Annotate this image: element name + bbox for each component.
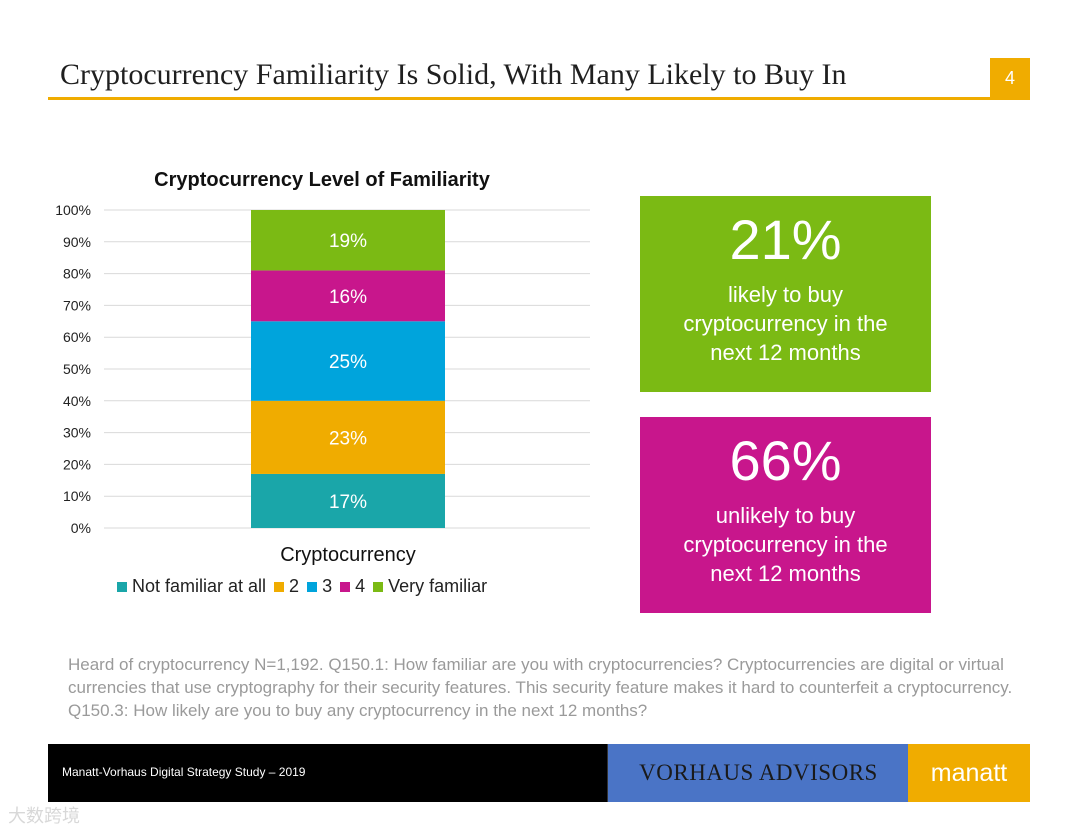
bar-segment bbox=[251, 400, 445, 474]
y-tick-label: 60% bbox=[63, 329, 91, 345]
y-tick-label: 90% bbox=[63, 234, 91, 250]
watermark: 大数跨境 bbox=[8, 806, 80, 826]
bar-segment bbox=[251, 210, 445, 271]
y-tick-label: 0% bbox=[71, 520, 91, 536]
data-label: 19% bbox=[329, 231, 367, 252]
y-tick-label: 70% bbox=[63, 297, 91, 313]
y-tick-label: 20% bbox=[63, 456, 91, 472]
footnote: Heard of cryptocurrency N=1,192. Q150.1:… bbox=[68, 655, 1013, 720]
bar-segment bbox=[251, 473, 445, 528]
kpi-unlikely-text: unlikely to buy cryptocurrency in the ne… bbox=[683, 503, 888, 586]
bar-segment bbox=[251, 321, 445, 401]
title-underline bbox=[48, 97, 1030, 100]
legend-item: Not familiar at all bbox=[117, 576, 266, 597]
legend-item: 3 bbox=[307, 576, 332, 597]
kpi-likely-box: 21% likely to buy cryptocurrency in the … bbox=[640, 196, 931, 392]
kpi-unlikely-value: 66% bbox=[729, 429, 842, 492]
legend-item: Very familiar bbox=[373, 576, 487, 597]
legend-item: 4 bbox=[340, 576, 365, 597]
y-tick-label: 50% bbox=[63, 361, 91, 377]
legend-swatch bbox=[373, 581, 384, 592]
y-tick-label: 30% bbox=[63, 425, 91, 441]
y-tick-label: 10% bbox=[63, 488, 91, 504]
y-tick-label: 100% bbox=[55, 202, 91, 218]
page-number: 4 bbox=[990, 58, 1030, 98]
legend-swatch bbox=[307, 581, 318, 592]
kpi-unlikely-box: 66% unlikely to buy cryptocurrency in th… bbox=[640, 417, 931, 613]
data-label: 23% bbox=[329, 428, 367, 449]
kpi-likely-value: 21% bbox=[729, 208, 842, 271]
footer-bar bbox=[48, 744, 608, 802]
kpi-likely-text: likely to buy cryptocurrency in the next… bbox=[683, 282, 888, 365]
data-label: 25% bbox=[329, 352, 367, 373]
legend-swatch bbox=[340, 581, 351, 592]
legend-label: 4 bbox=[355, 576, 366, 596]
legend-swatch bbox=[274, 581, 285, 592]
manatt-logo: manatt bbox=[908, 744, 1030, 802]
data-label: 17% bbox=[329, 492, 367, 513]
legend-label: 3 bbox=[322, 576, 333, 596]
footer-study-label: Manatt-Vorhaus Digital Strategy Study – … bbox=[62, 765, 306, 779]
chart-legend: Not familiar at all 2 3 4 Very familiar bbox=[117, 576, 495, 597]
legend-label: 2 bbox=[289, 576, 300, 596]
y-tick-label: 80% bbox=[63, 266, 91, 282]
legend-label: Not familiar at all bbox=[132, 576, 267, 596]
stacked-bar-chart: Cryptocurrency Level of Familiarity 0% 10%… bbox=[55, 169, 590, 566]
legend-label: Very familiar bbox=[388, 576, 488, 596]
chart-title: Cryptocurrency Level of Familiarity bbox=[154, 169, 491, 191]
legend-swatch bbox=[117, 581, 127, 592]
page-title: Cryptocurrency Familiarity Is Solid, Wit… bbox=[60, 58, 847, 91]
bar-segment bbox=[251, 270, 445, 322]
vorhaus-advisors-logo: VORHAUS ADVISORS bbox=[607, 744, 909, 802]
legend-item: 2 bbox=[274, 576, 299, 597]
y-tick-label: 40% bbox=[63, 393, 91, 409]
data-label: 16% bbox=[329, 287, 367, 308]
x-category-label: Cryptocurrency bbox=[280, 544, 416, 566]
